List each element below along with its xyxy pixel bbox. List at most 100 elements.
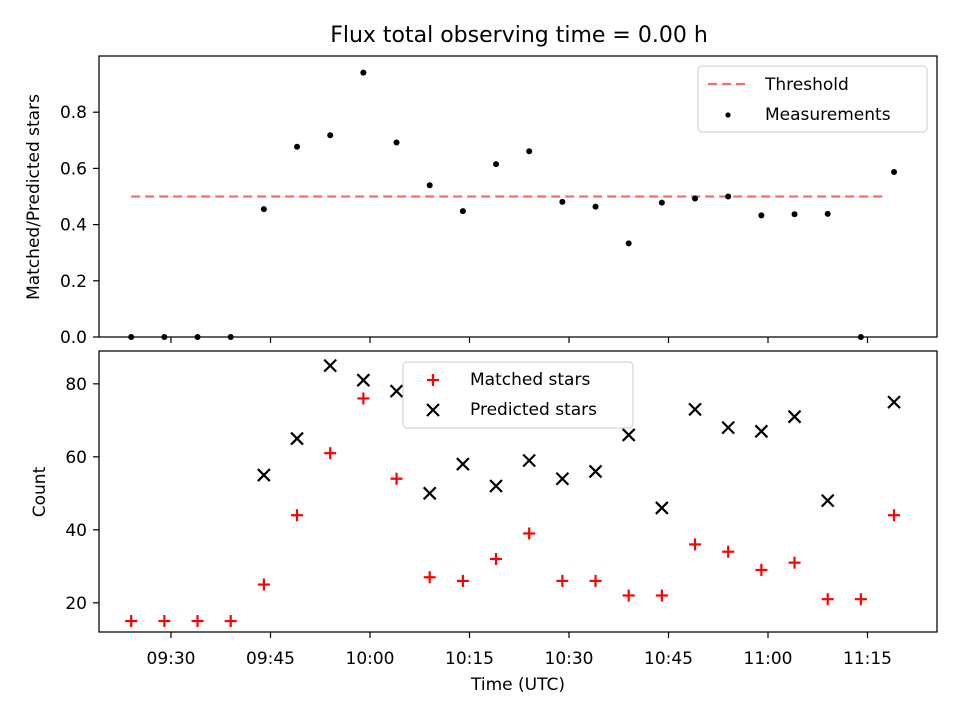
counts-x-tick-label: 11:00 <box>744 649 793 669</box>
matched-star-point <box>689 538 702 551</box>
measurement-point <box>791 211 798 218</box>
matched-star-point <box>390 472 403 485</box>
matched-star-point <box>324 447 337 460</box>
matched-star-point <box>257 578 270 591</box>
legend-predicted-marker <box>426 403 440 417</box>
counts-x-tick-label: 09:30 <box>147 649 196 669</box>
legend-matched-marker <box>427 374 439 386</box>
counts-x-tick-label: 09:45 <box>246 649 295 669</box>
legend-predicted-swatch <box>426 403 440 417</box>
ratio-legend-box <box>697 65 928 133</box>
matched-star-point <box>224 615 237 628</box>
legend-matched-swatch <box>427 374 439 386</box>
measurement-point <box>559 198 566 205</box>
measurement-point <box>360 69 367 76</box>
measurement-point <box>393 139 400 146</box>
ratio-y-tick-label: 0.2 <box>60 272 87 292</box>
matched-star-point <box>755 563 768 576</box>
matched-star-point <box>722 545 735 558</box>
measurement-point <box>891 169 898 176</box>
predicted-star-point <box>389 384 404 398</box>
legend-matched-label: Matched stars <box>470 370 590 390</box>
measurement-point <box>493 161 500 168</box>
x-axis-label: Time (UTC) <box>470 675 565 695</box>
ratio-legend: Threshold Measurements <box>697 65 928 133</box>
predicted-star-point <box>787 409 802 424</box>
ratio-y-tick-label: 0.8 <box>60 103 87 123</box>
ratio-x-ticks <box>170 337 869 343</box>
matched-star-point <box>888 509 901 522</box>
predicted-star-point <box>555 471 570 486</box>
measurement-point <box>758 212 765 219</box>
counts-y-tick-label: 40 <box>65 521 87 541</box>
counts-y-tick-label: 20 <box>65 594 87 614</box>
measurement-point <box>294 143 301 150</box>
ratio-y-tick-label: 0.6 <box>60 159 87 179</box>
predicted-star-point <box>257 468 271 482</box>
predicted-star-point <box>356 373 371 387</box>
predicted-star-point <box>621 428 636 442</box>
measurement-point <box>194 334 201 340</box>
ratio-y-tick-label: 0.0 <box>60 328 87 348</box>
ratio-plot-frame <box>98 55 938 338</box>
matched-star-point <box>291 509 304 522</box>
measurement-point <box>161 334 168 340</box>
matched-star-point <box>854 593 867 606</box>
counts-legend-box <box>402 361 634 429</box>
measurement-point <box>857 334 864 340</box>
predicted-star-point <box>820 493 835 508</box>
counts-x-tick-label: 10:15 <box>445 649 494 669</box>
ratio-panel: 0.00.20.40.60.8 Matched/Predicted stars … <box>24 55 938 348</box>
ratio-y-ticks: 0.0 0.2 0.4 0.6 0.8 <box>60 103 99 348</box>
predicted-star-point <box>688 402 702 417</box>
measurement-point <box>592 203 599 210</box>
matched-star-point <box>556 574 569 587</box>
figure-title: Flux total observing time = 0.00 h <box>330 23 708 48</box>
matched-star-point <box>357 392 370 405</box>
matched-star-point <box>523 527 536 540</box>
predicted-stars-points <box>257 358 901 515</box>
counts-legend: Matched stars Predicted stars <box>402 361 634 429</box>
measurement-point <box>625 240 632 247</box>
matched-star-point <box>655 589 668 602</box>
measurement-point <box>692 195 699 202</box>
measurement-point <box>824 210 831 217</box>
matched-star-point <box>490 553 503 566</box>
predicted-star-point <box>489 479 503 493</box>
matched-star-point <box>423 571 436 584</box>
matched-star-point <box>125 615 138 628</box>
predicted-star-point <box>887 395 901 409</box>
measurement-point <box>526 148 533 155</box>
matched-star-point <box>788 556 801 569</box>
matched-star-point <box>622 589 635 602</box>
measurement-points <box>128 69 898 340</box>
counts-y-tick-label: 60 <box>65 448 87 468</box>
predicted-star-point <box>754 424 769 439</box>
matched-star-point <box>589 574 602 587</box>
measurement-point <box>227 334 234 340</box>
measurement-point <box>260 206 267 213</box>
counts-y-ticks: 20 40 60 80 <box>65 375 99 614</box>
predicted-star-point <box>522 453 536 468</box>
legend-predicted-label: Predicted stars <box>470 400 597 420</box>
ratio-y-axis-label: Matched/Predicted stars <box>24 94 44 300</box>
legend-threshold-label: Threshold <box>764 75 849 95</box>
measurement-point <box>426 182 433 189</box>
measurement-point <box>128 334 135 340</box>
measurement-point <box>459 208 466 215</box>
predicted-star-point <box>655 501 669 515</box>
ratio-y-tick-label: 0.4 <box>60 216 87 236</box>
predicted-star-point <box>721 420 735 435</box>
counts-y-tick-label: 80 <box>65 375 87 395</box>
counts-y-axis-label: Count <box>30 466 50 517</box>
counts-panel: 20 40 60 80 09:30 09:45 10:00 10:15 10:30 10:45 1… <box>30 350 938 695</box>
matched-stars-points <box>125 392 901 628</box>
counts-x-tick-label: 10:30 <box>545 649 594 669</box>
measurement-point <box>725 193 732 200</box>
legend-measurements-label: Measurements <box>765 105 891 125</box>
matched-star-point <box>821 593 834 606</box>
matched-star-point <box>158 615 171 628</box>
counts-plot-frame <box>98 350 938 633</box>
predicted-star-point <box>422 486 437 501</box>
